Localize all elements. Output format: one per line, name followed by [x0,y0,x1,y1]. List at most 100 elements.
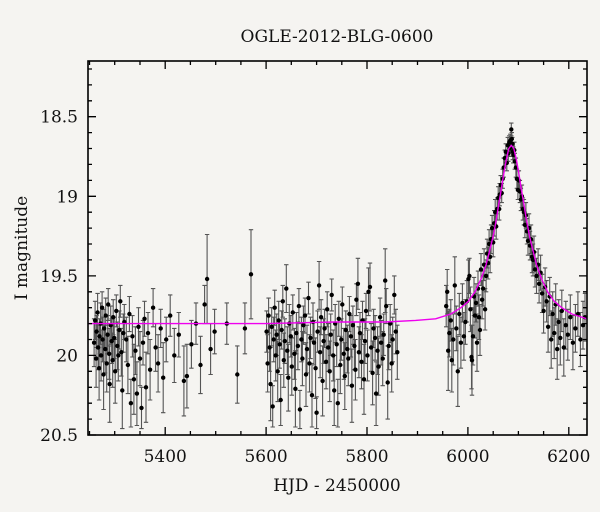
data-point [325,307,330,312]
data-point [296,303,302,309]
data-point [539,291,545,296]
data-point [570,340,576,345]
data-point [370,370,375,376]
data-point [204,276,210,282]
data-point [449,358,454,363]
data-point [534,273,539,279]
data-point [328,332,333,337]
data-point [272,305,277,310]
axis-ticks [88,61,587,436]
data-point [269,324,274,329]
data-point [366,289,371,294]
data-point [331,353,336,358]
data-point [463,319,468,325]
data-point [509,136,514,142]
data-point [375,348,380,353]
data-point [353,367,358,372]
data-point [318,315,324,320]
data-point [343,327,348,333]
data-point [110,358,115,363]
data-point [460,300,465,306]
data-point [320,378,325,384]
data-point [340,302,345,307]
data-point [372,335,378,341]
data-point [361,377,367,382]
data-point [486,241,492,247]
data-point [155,361,161,366]
data-point [95,310,100,315]
data-point [107,351,112,356]
data-point [176,332,181,337]
data-point [380,356,385,361]
data-point [356,350,362,355]
data-point [285,348,290,353]
data-point [299,337,304,342]
data-point [281,358,286,363]
data-point [565,332,570,337]
data-point [295,343,301,349]
data-point [322,326,327,331]
data-point [482,307,488,312]
data-point [279,327,284,333]
data-point [458,340,464,345]
data-point [91,340,97,345]
data-point [365,353,370,358]
data-point [362,338,368,344]
data-point [142,316,147,321]
data-point [106,302,111,307]
data-point [292,351,297,356]
data-point [113,369,118,374]
data-point [368,345,374,350]
data-point [568,315,573,320]
model-curve [88,144,587,325]
data-point [316,283,322,288]
data-point [273,353,278,358]
data-point [578,337,583,342]
data-point [208,346,213,352]
data-point [293,386,298,391]
data-point [131,377,137,382]
data-point [289,364,294,369]
data-point [338,362,343,368]
data-point [117,327,122,333]
data-point [357,330,363,336]
data-point [282,338,287,344]
data-point [137,356,143,361]
data-point [339,337,344,342]
data-point [94,329,99,334]
data-point [112,335,117,341]
data-point [556,319,561,325]
data-point [115,343,120,349]
data-point [530,257,536,263]
data-point [120,388,125,393]
y-tick-label: 19.5 [40,267,78,287]
data-point [359,359,364,364]
data-point [549,337,554,342]
data-point [303,372,309,377]
data-point [119,350,124,355]
data-point [477,327,483,333]
data-point [290,310,295,315]
data-point [555,346,560,352]
data-point [532,267,538,272]
data-point [121,330,126,336]
data-point [103,346,108,352]
data-point [311,340,317,345]
data-point [392,292,397,298]
data-point [317,350,323,355]
data-point [355,281,361,286]
data-point [341,351,346,356]
data-point [561,345,566,350]
x-tick-labels: 5400 5600 5800 6000 6200 [144,447,591,467]
tick-marks [88,61,587,436]
data-point [133,348,138,353]
data-point [277,342,282,347]
chart-title: OGLE-2012-BLG-0600 [241,27,434,47]
data-point [386,343,391,349]
data-point [444,303,449,309]
data-point [332,388,337,393]
data-point [479,297,485,302]
data-point [559,308,564,314]
data-point [301,323,306,328]
